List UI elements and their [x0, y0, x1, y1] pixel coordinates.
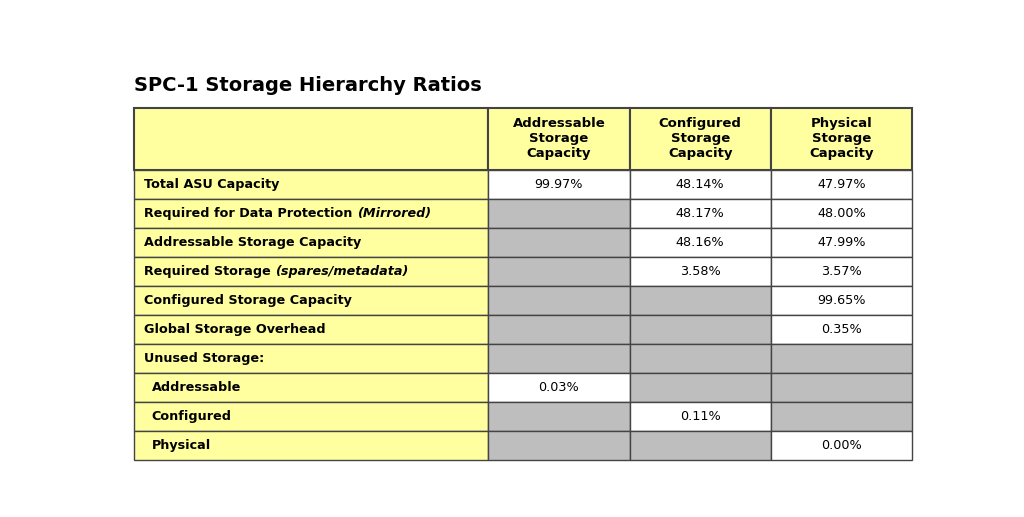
Bar [771, 431, 912, 460]
Bar [771, 199, 912, 227]
Bar [771, 344, 912, 373]
Text: 0.11%: 0.11% [680, 410, 721, 423]
Bar [630, 108, 771, 170]
Bar [134, 431, 488, 460]
Bar [771, 373, 912, 402]
Bar [134, 286, 488, 315]
Text: Total ASU Capacity: Total ASU Capacity [143, 177, 280, 191]
Bar [488, 257, 630, 286]
Bar [134, 373, 488, 402]
Bar [630, 402, 771, 431]
Text: 47.99%: 47.99% [817, 236, 865, 249]
Text: 47.97%: 47.97% [817, 177, 865, 191]
Text: 48.00%: 48.00% [817, 207, 866, 220]
Text: 48.17%: 48.17% [676, 207, 725, 220]
Text: Unused Storage:: Unused Storage: [143, 352, 264, 365]
Bar [488, 373, 630, 402]
Text: 48.16%: 48.16% [676, 236, 724, 249]
Text: Physical: Physical [152, 439, 211, 452]
Bar [630, 315, 771, 344]
Bar [134, 344, 488, 373]
Text: Required for Data Protection: Required for Data Protection [143, 207, 356, 220]
Bar [488, 402, 630, 431]
Text: 3.58%: 3.58% [680, 265, 721, 278]
Bar [630, 286, 771, 315]
Text: Addressable
Storage
Capacity: Addressable Storage Capacity [512, 117, 605, 160]
Bar [488, 170, 630, 199]
Text: 3.57%: 3.57% [821, 265, 862, 278]
Text: 0.35%: 0.35% [821, 323, 862, 336]
Bar [630, 373, 771, 402]
Bar [630, 227, 771, 257]
Bar [488, 315, 630, 344]
Bar [488, 199, 630, 227]
Text: Global Storage Overhead: Global Storage Overhead [143, 323, 326, 336]
Bar [488, 227, 630, 257]
Text: Addressable Storage Capacity: Addressable Storage Capacity [143, 236, 361, 249]
Bar [630, 170, 771, 199]
Bar [630, 431, 771, 460]
Text: 0.00%: 0.00% [821, 439, 862, 452]
Text: Required Storage: Required Storage [143, 265, 275, 278]
Text: Addressable: Addressable [152, 381, 242, 394]
Bar [771, 108, 912, 170]
Bar [134, 227, 488, 257]
Text: (spares/metadata): (spares/metadata) [275, 265, 409, 278]
Bar [771, 402, 912, 431]
Text: Configured: Configured [152, 410, 231, 423]
Bar [134, 315, 488, 344]
Bar [630, 257, 771, 286]
Text: (Mirrored): (Mirrored) [356, 207, 431, 220]
Text: Configured Storage Capacity: Configured Storage Capacity [143, 294, 352, 307]
Bar [488, 344, 630, 373]
Bar [134, 170, 488, 199]
Bar [488, 108, 630, 170]
Bar [771, 227, 912, 257]
Bar [771, 257, 912, 286]
Bar [488, 431, 630, 460]
Bar [488, 286, 630, 315]
Text: 0.03%: 0.03% [539, 381, 580, 394]
Text: 99.65%: 99.65% [817, 294, 865, 307]
Bar [134, 108, 488, 170]
Bar [771, 315, 912, 344]
Bar [630, 199, 771, 227]
Bar [771, 170, 912, 199]
Text: 48.14%: 48.14% [676, 177, 724, 191]
Bar [630, 344, 771, 373]
Bar [134, 257, 488, 286]
Text: 99.97%: 99.97% [535, 177, 583, 191]
Bar [771, 286, 912, 315]
Bar [134, 199, 488, 227]
Text: Physical
Storage
Capacity: Physical Storage Capacity [809, 117, 873, 160]
Bar [134, 402, 488, 431]
Text: SPC-1 Storage Hierarchy Ratios: SPC-1 Storage Hierarchy Ratios [134, 76, 482, 95]
Text: Configured
Storage
Capacity: Configured Storage Capacity [658, 117, 741, 160]
